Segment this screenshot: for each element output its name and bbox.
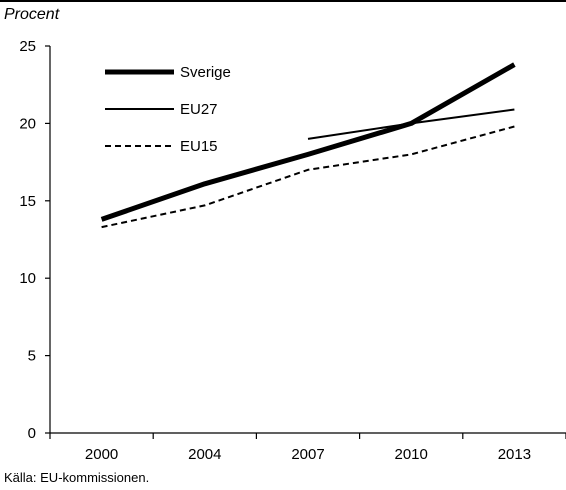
- series-group: [100, 62, 516, 229]
- legend-label-sverige: Sverige: [180, 64, 231, 81]
- y-tick-label: 0: [28, 425, 36, 442]
- y-tick-label: 15: [19, 193, 36, 210]
- source-note: Källa: EU-kommissionen.: [4, 470, 150, 485]
- x-tick-label: 2000: [85, 446, 118, 463]
- y-tick-label: 20: [19, 115, 36, 132]
- series-line-eu15: [101, 125, 515, 229]
- top-rule: [0, 0, 566, 2]
- x-tick-label: 2004: [188, 446, 221, 463]
- x-tick-label: 2007: [291, 446, 324, 463]
- axes: 0 5 10 15 20 25 2000 2004 2007 2010 2013: [19, 38, 566, 463]
- series-line-sverige: [100, 62, 516, 222]
- x-tick-label: 2013: [498, 446, 531, 463]
- series-line-eu27: [307, 108, 515, 140]
- x-tick-label: 2010: [395, 446, 428, 463]
- legend-label-eu15: EU15: [180, 138, 218, 155]
- y-tick-label: 5: [28, 348, 36, 365]
- y-tick-label: 25: [19, 38, 36, 55]
- y-tick-label: 10: [19, 270, 36, 287]
- y-axis-label: Procent: [4, 6, 60, 23]
- legend-label-eu27: EU27: [180, 101, 218, 118]
- legend: Sverige EU27 EU15: [105, 64, 231, 155]
